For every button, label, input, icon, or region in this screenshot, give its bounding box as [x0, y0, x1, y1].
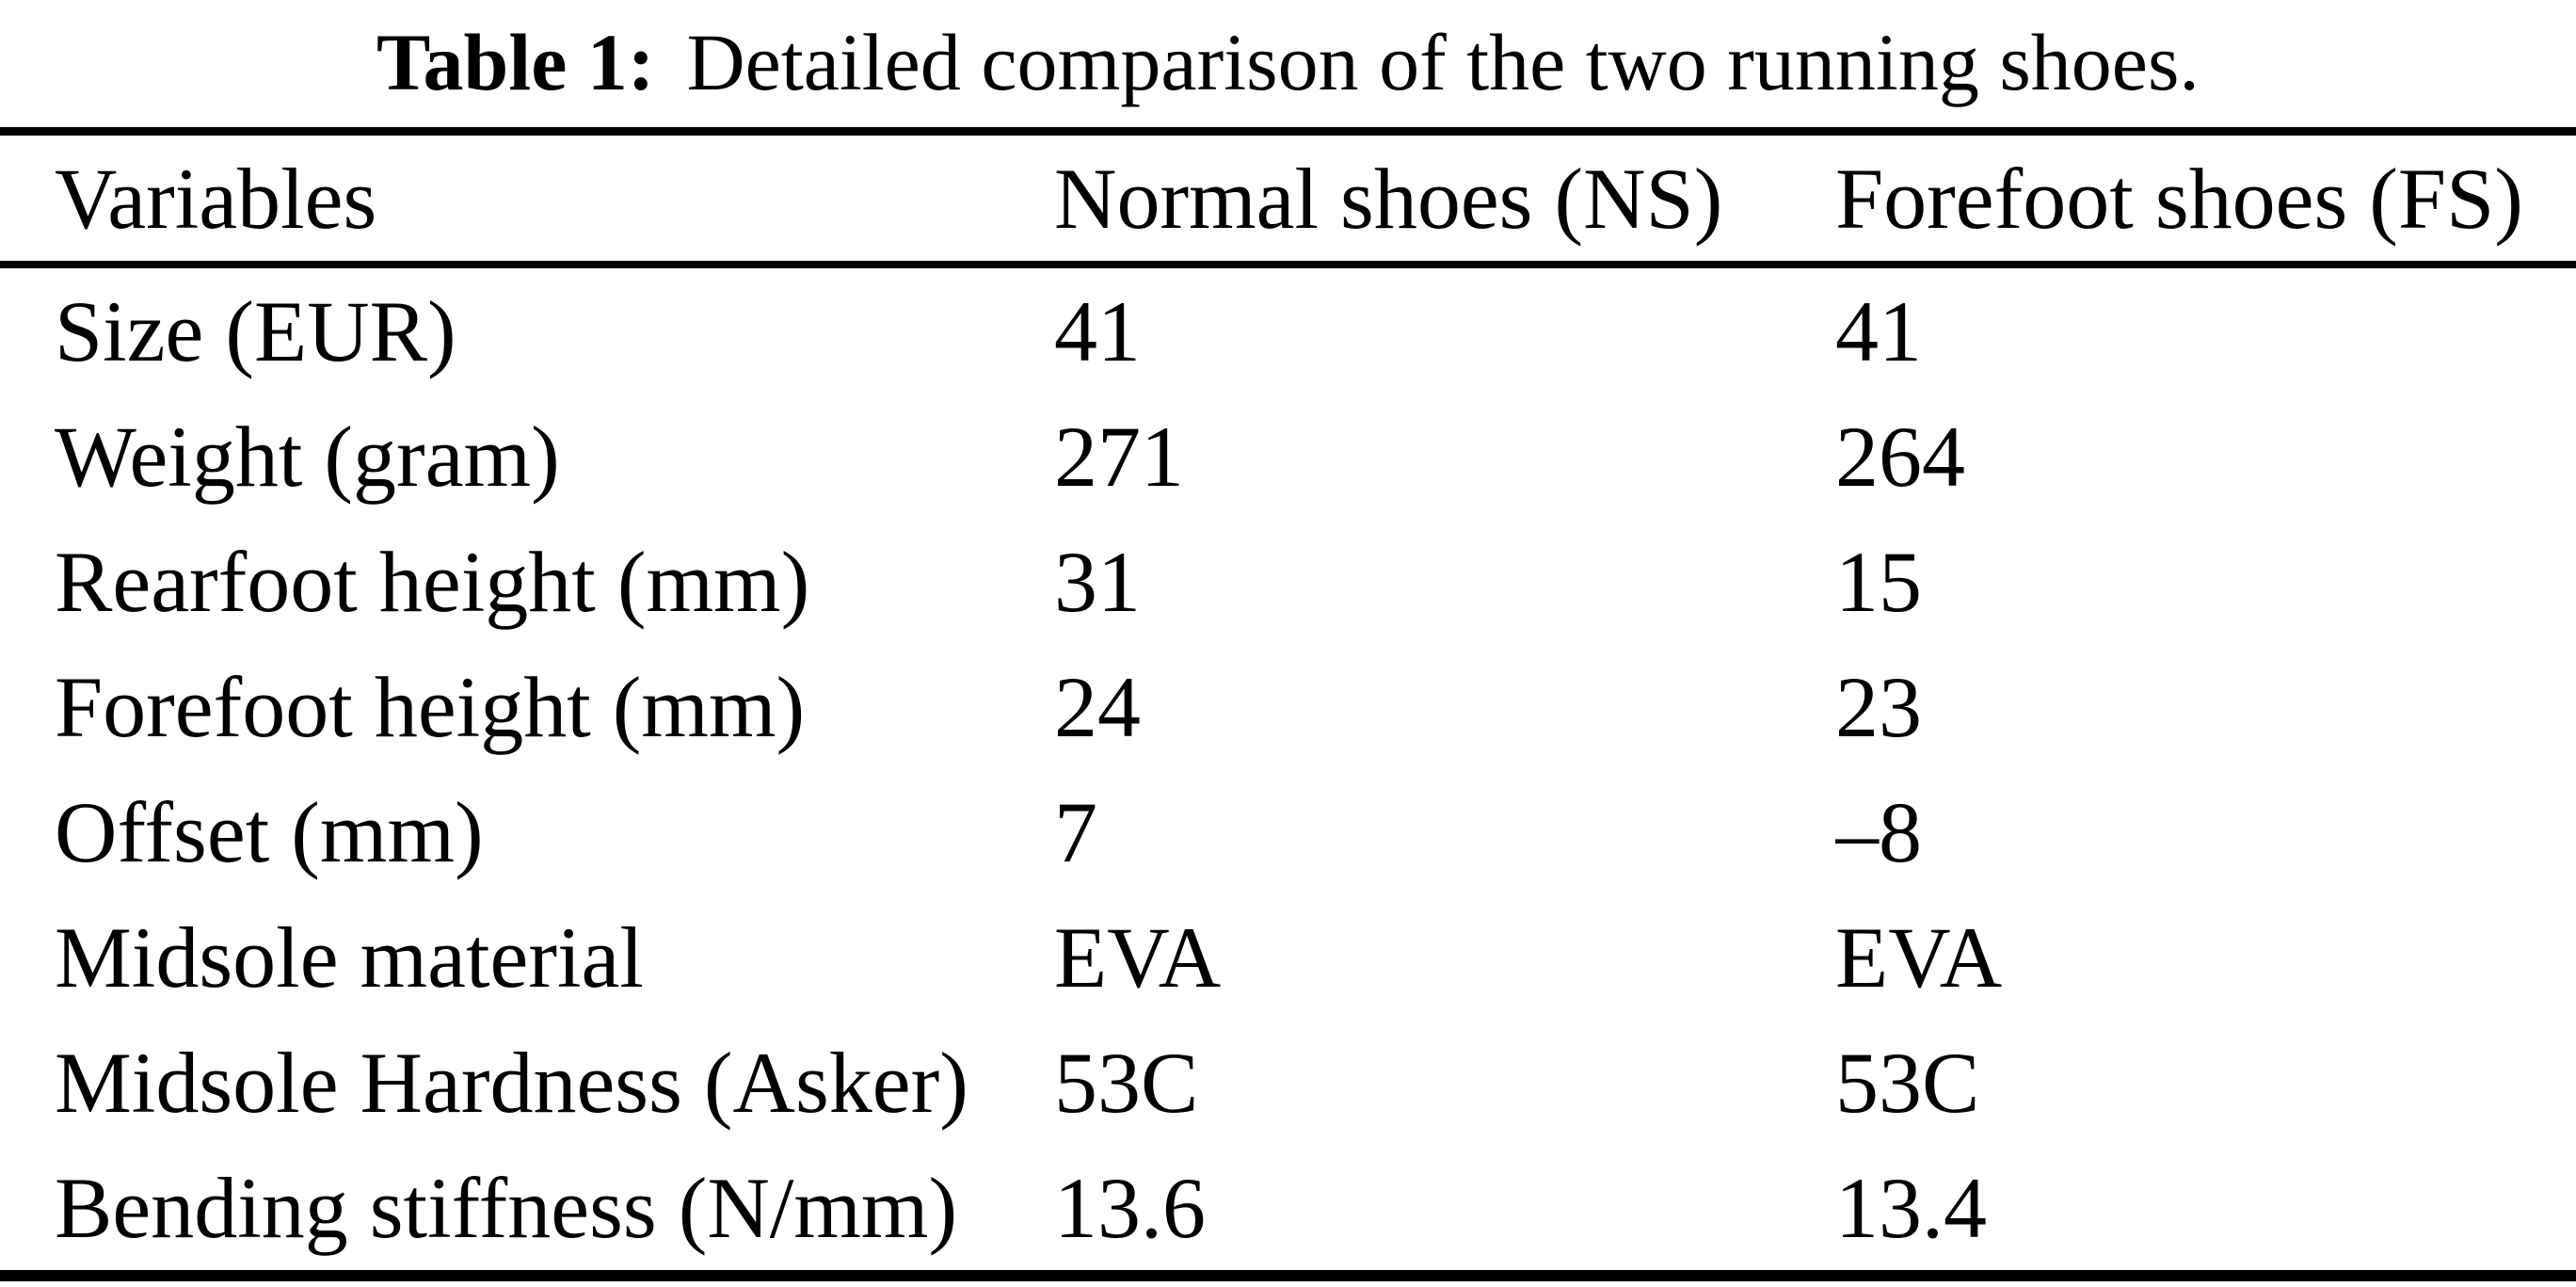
table-row: Offset (mm) 7 –8 — [0, 769, 2576, 894]
variable-cell: Offset (mm) — [55, 783, 484, 880]
ns-value-cell: 24 — [1054, 658, 1141, 755]
column-header-forefoot-shoes: Forefoot shoes (FS) — [1835, 131, 2576, 268]
column-header-normal-shoes: Normal shoes (NS) — [1054, 131, 1835, 268]
table-caption: Table 1: Detailed comparison of the two r… — [0, 6, 2576, 119]
ns-value-cell: 271 — [1054, 408, 1184, 505]
table-body: Size (EUR) 41 41 Weight (gram) 271 264 Rearfoo… — [0, 265, 2576, 1276]
comparison-table: Variables Normal shoes (NS) Forefoot sho… — [0, 127, 2576, 1281]
table-row: Midsole Hardness (Asker) 53C 53C — [0, 1020, 2576, 1145]
table-row: Size (EUR) 41 41 — [0, 265, 2576, 394]
fs-value-cell: 264 — [1835, 408, 1965, 505]
ns-value-cell: 7 — [1054, 783, 1097, 880]
table-row: Weight (gram) 271 264 — [0, 394, 2576, 519]
variable-cell: Midsole material — [55, 909, 644, 1005]
table-caption-number: Table 1: — [376, 17, 655, 107]
table-header: Variables Normal shoes (NS) Forefoot sho… — [0, 131, 2576, 268]
variable-cell: Size (EUR) — [55, 282, 456, 379]
ns-value-cell: 53C — [1054, 1034, 1199, 1131]
table-row: Rearfoot height (mm) 31 15 — [0, 519, 2576, 644]
table-row: Midsole material EVA EVA — [0, 894, 2576, 1020]
variable-cell: Bending stiffness (N/mm) — [55, 1159, 958, 1256]
fs-value-cell: 15 — [1835, 533, 1922, 630]
fs-value-cell: 13.4 — [1835, 1159, 1987, 1256]
ns-value-cell: 41 — [1054, 282, 1141, 379]
table-row: Bending stiffness (N/mm) 13.6 13.4 — [0, 1145, 2576, 1276]
variable-cell: Midsole Hardness (Asker) — [55, 1034, 968, 1131]
fs-value-cell: 23 — [1835, 658, 1922, 755]
fs-value-cell: 41 — [1835, 282, 1922, 379]
variable-cell: Forefoot height (mm) — [55, 658, 806, 755]
ns-value-cell: EVA — [1054, 909, 1222, 1005]
header-row: Variables Normal shoes (NS) Forefoot sho… — [0, 131, 2576, 268]
variable-cell: Rearfoot height (mm) — [55, 533, 810, 630]
table-caption-text: Detailed comparison of the two running s… — [686, 17, 2200, 107]
ns-value-cell: 13.6 — [1054, 1159, 1206, 1256]
variable-cell: Weight (gram) — [55, 408, 560, 505]
table-row: Forefoot height (mm) 24 23 — [0, 644, 2576, 769]
column-header-variables: Variables — [0, 131, 1054, 268]
fs-value-cell: 53C — [1835, 1034, 1980, 1131]
fs-value-cell: EVA — [1835, 909, 2003, 1005]
ns-value-cell: 31 — [1054, 533, 1141, 630]
fs-value-cell: –8 — [1835, 783, 1922, 880]
